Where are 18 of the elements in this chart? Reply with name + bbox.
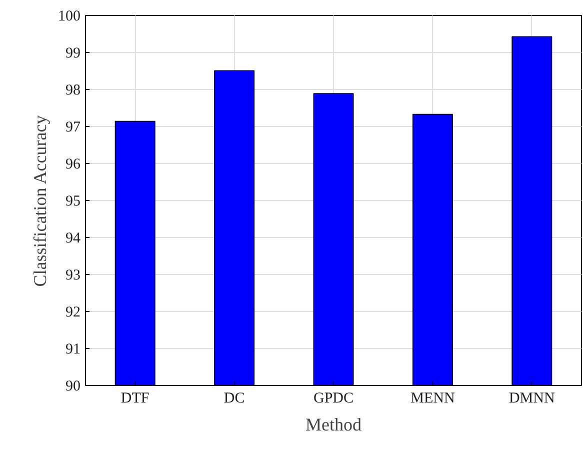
y-tick-label: 94 [66,230,81,246]
y-tick-label: 92 [66,304,80,320]
y-axis-title: Classification Accuracy [30,115,50,287]
x-tick-label: DTF [120,390,150,406]
y-tick-label: 97 [66,120,81,136]
y-tick-label: 96 [66,156,81,172]
y-tick-label: 98 [66,82,80,98]
y-tick-label: 93 [66,268,80,284]
y-tick-label: 100 [58,8,80,24]
y-tick-label: 95 [66,194,80,210]
y-tick-label: 99 [66,46,80,62]
y-tick-label: 91 [66,342,80,358]
y-tick-label: 90 [66,378,80,394]
x-axis-title: Method [306,414,362,434]
x-tick-label: DMNN [508,390,555,406]
x-tick-label: GPDC [313,390,354,406]
x-tick-label: MENN [410,390,455,406]
x-tick-label: DC [224,390,245,406]
